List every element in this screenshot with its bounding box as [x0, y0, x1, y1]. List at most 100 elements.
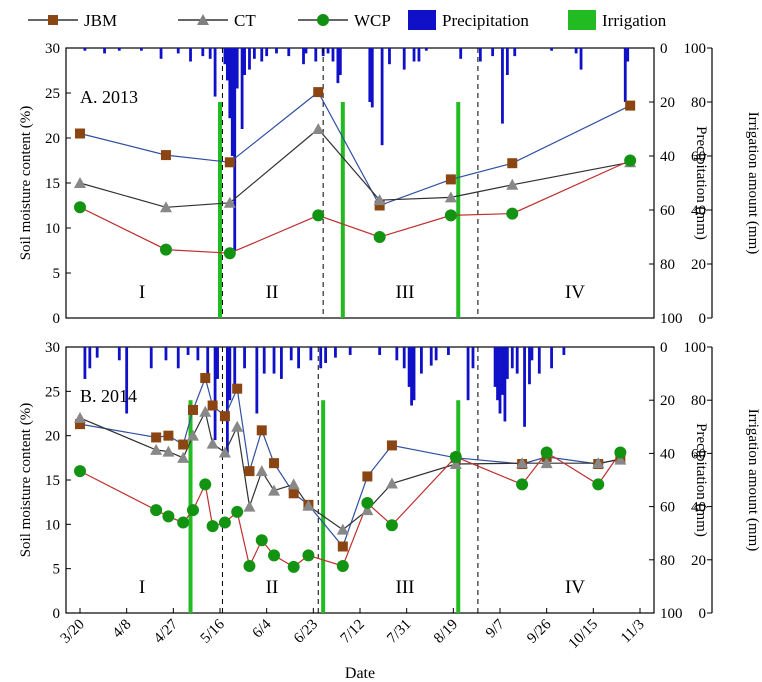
precip-bar-2013-32	[368, 48, 372, 102]
point-ct-2014-12	[287, 478, 300, 490]
precip-bar-2013-20	[260, 48, 264, 62]
series-line-wcp-2013	[79, 159, 631, 254]
point-ct-2014-16	[385, 477, 398, 489]
x-tick-label-5: 6/23	[291, 617, 321, 647]
precip-bar-2014-49	[528, 347, 531, 385]
precip-bar-2013-41	[478, 48, 482, 62]
point-wcp-2014-14	[336, 560, 349, 573]
x-axis: 3/20 4/8 4/27 5/16 6/4 6/23 7/12 7/31 8/19 9/7 9/2…	[58, 608, 648, 682]
point-jbm-2014-6	[207, 400, 218, 411]
point-jbm-2013-2	[224, 157, 235, 168]
point-ct-2014-14	[336, 523, 349, 535]
irrig-tick-label-2013-4: 80	[691, 95, 706, 111]
irrig-axis-title-2013: Irrigation amount (mm)	[745, 112, 761, 254]
precip-bar-2014-22	[297, 347, 300, 369]
y-tick-label-2013-2: 10	[45, 221, 60, 237]
precip-bar-2014-45	[505, 347, 509, 379]
y-tick-label-2013-3: 15	[45, 176, 60, 192]
x-tick-label-2: 4/27	[151, 616, 182, 647]
point-ct-2014-15	[361, 504, 374, 516]
precip-bar-2013-13	[230, 48, 234, 156]
irrig-tick-label-2014-1: 20	[691, 553, 706, 569]
precip-bar-2013-0	[83, 48, 87, 51]
point-wcp-2014-5	[199, 478, 212, 491]
point-jbm-2014-4	[187, 404, 198, 415]
precip-bar-2013-2	[117, 48, 121, 51]
precip-tick-label-2013-1: 80	[660, 257, 675, 273]
precip-bar-2013-50	[626, 48, 630, 62]
precip-bar-2014-6	[164, 347, 168, 361]
y-tick-label-2014-2: 10	[45, 517, 60, 533]
point-ct-2013-3	[312, 123, 325, 134]
point-wcp-2013-2	[223, 247, 236, 260]
precip-bar-2013-17	[243, 48, 246, 75]
x-tick-label-10: 9/26	[524, 616, 555, 647]
x-tick-label-1: 4/8	[110, 617, 135, 642]
precip-tick-label-2013-0: 100	[660, 311, 683, 327]
precip-bar-2014-44	[503, 347, 507, 422]
precip-bar-2013-48	[579, 48, 583, 70]
point-jbm-2014-5	[200, 373, 211, 384]
precip-bar-2014-42	[498, 347, 502, 414]
y-tick-label-2014-4: 20	[45, 429, 60, 445]
precip-bar-2014-37	[447, 347, 450, 355]
point-ct-2014-9	[243, 500, 256, 512]
point-wcp-2014-2	[162, 510, 175, 523]
point-wcp-2014-16	[385, 519, 398, 532]
y-tick-label-2014-5: 25	[45, 384, 60, 400]
point-jbm-2014-14	[337, 541, 348, 552]
irrig-tick-label-2014-2: 40	[691, 500, 706, 516]
legend-label-wcp: WCP	[354, 11, 391, 30]
precip-bar-2014-15	[233, 347, 237, 387]
panel-label-2013: A. 2013	[80, 87, 138, 107]
precip-bar-2014-21	[289, 347, 293, 361]
panel-2014: 0 5 10 15 20 25 30 100 80 60 40 20 0 0 20 40 60 80 100 Soil…	[18, 340, 761, 622]
y-tick-label-2014-0: 0	[53, 606, 61, 622]
precip-bar-2014-34	[420, 347, 423, 374]
point-wcp-2013-5	[444, 209, 457, 222]
precip-bar-2014-27	[348, 347, 352, 355]
stage-label-2013-2: III	[396, 282, 415, 303]
precip-tick-label-2014-5: 0	[660, 340, 668, 356]
point-ct-2014-5	[199, 405, 212, 417]
precip-bar-2014-25	[324, 347, 328, 363]
precip-bar-2014-31	[407, 347, 411, 387]
irrig-tick-label-2013-0: 0	[699, 311, 707, 327]
precip-bar-2013-12	[228, 48, 232, 119]
precip-bar-2013-49	[623, 48, 627, 102]
precip-tick-label-2014-1: 80	[660, 553, 675, 569]
irrigation-bar-2014-1	[321, 400, 326, 613]
series-line-wcp-2014	[79, 451, 621, 568]
legend-swatch-precipitation	[408, 10, 436, 30]
point-wcp-2014-17	[449, 450, 462, 463]
precip-tick-label-2014-3: 40	[660, 446, 675, 462]
irrigation-bar-2014-2	[456, 400, 461, 613]
precip-bar-2014-40	[493, 347, 497, 387]
point-wcp-2014-1	[150, 504, 163, 517]
precip-tick-label-2013-2: 60	[660, 203, 675, 219]
x-tick-label-8: 8/19	[431, 617, 461, 647]
y-tick-label-2013-6: 30	[45, 41, 60, 57]
precip-bar-2013-34	[380, 48, 384, 146]
precip-bar-2013-11	[225, 48, 229, 81]
plot-frame-2013	[65, 47, 655, 319]
point-wcp-2014-20	[592, 478, 605, 491]
precip-bar-2014-2	[95, 347, 99, 358]
precip-bar-2014-36	[434, 347, 438, 361]
point-ct-2014-17	[449, 458, 462, 470]
point-ct-2014-10	[255, 465, 268, 477]
point-ct-2014-8	[231, 420, 244, 432]
precip-bar-2013-8	[208, 48, 212, 59]
precip-axis-title-2014: Precipitation (mm)	[693, 423, 709, 537]
point-ct-2013-4	[373, 194, 386, 206]
precip-bar-2014-12	[216, 347, 219, 379]
point-wcp-2013-7	[624, 154, 637, 167]
irrig-tick-label-2014-3: 60	[691, 446, 706, 462]
point-wcp-2013-3	[312, 209, 325, 222]
x-axis-title: Date	[345, 665, 375, 682]
precip-bar-2013-47	[574, 48, 578, 54]
precip-bar-2013-1	[103, 48, 106, 54]
precip-bar-2014-8	[186, 347, 190, 355]
precip-tick-label-2013-5: 0	[660, 41, 668, 57]
